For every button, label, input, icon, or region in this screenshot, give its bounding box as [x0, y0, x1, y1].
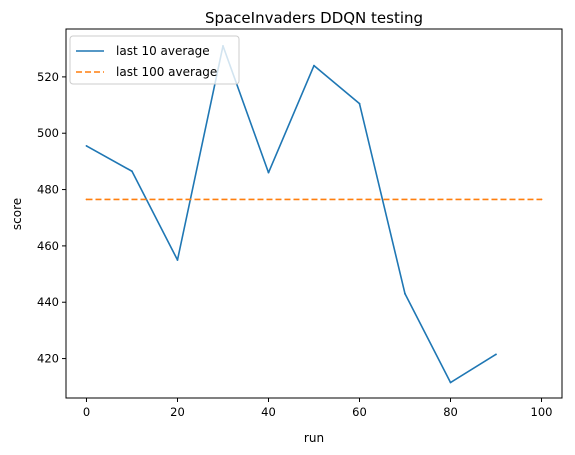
data-point — [85, 198, 88, 201]
y-tick-label: 520 — [37, 70, 59, 84]
legend-label: last 10 average — [116, 44, 210, 58]
x-tick-label: 100 — [531, 405, 553, 419]
x-tick-label: 0 — [83, 405, 90, 419]
y-tick-label: 440 — [37, 295, 59, 309]
data-point — [131, 170, 133, 173]
legend: last 10 average last 100 average — [69, 35, 240, 85]
data-point — [358, 102, 361, 105]
data-point — [85, 144, 88, 147]
y-axis-label: score — [10, 198, 24, 230]
data-point — [176, 259, 179, 261]
plot-frame — [65, 28, 563, 399]
data-point — [267, 171, 270, 174]
y-tick-label: 480 — [37, 183, 59, 197]
chart-title: SpaceInvaders DDQN testing — [205, 9, 423, 27]
data-point — [540, 198, 543, 201]
data-point — [313, 64, 315, 67]
x-tick-label: 60 — [352, 405, 367, 419]
legend-box — [69, 35, 240, 85]
data-point — [495, 353, 497, 356]
y-tick-label: 420 — [37, 352, 59, 366]
data-point — [449, 381, 452, 384]
legend-label: last 100 average — [116, 65, 217, 79]
x-axis-label: run — [304, 431, 324, 445]
y-tick-label: 500 — [37, 126, 59, 140]
x-tick-label: 80 — [443, 405, 458, 419]
x-tick-label: 40 — [261, 405, 276, 419]
data-point — [404, 292, 406, 295]
x-tick-label: 20 — [170, 405, 185, 419]
y-tick-label: 460 — [37, 239, 59, 253]
series-line-last-10-average — [86, 45, 497, 384]
